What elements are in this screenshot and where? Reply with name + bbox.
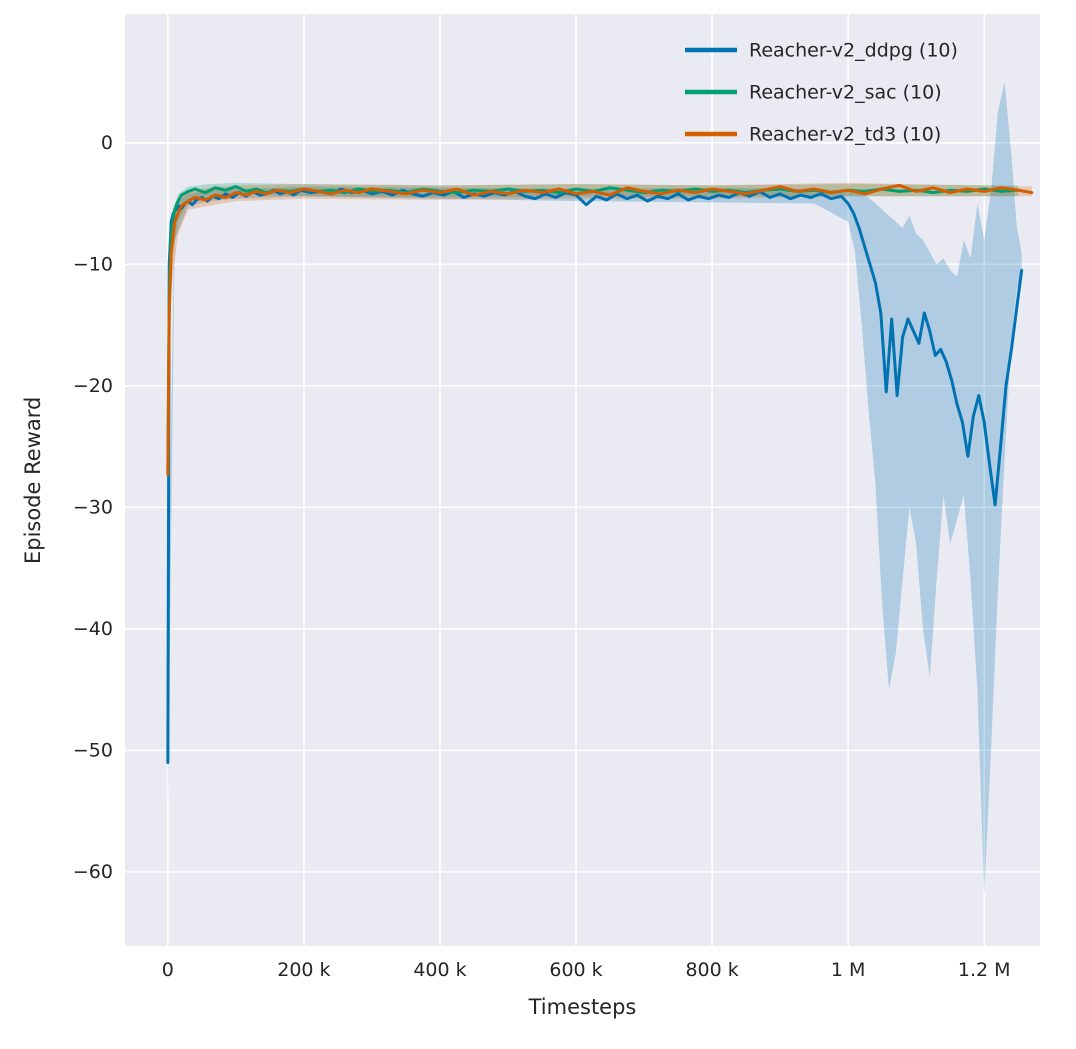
y-tick-label: −10 xyxy=(73,253,113,275)
y-axis-label: Episode Reward xyxy=(21,396,45,564)
x-tick-label: 1 M xyxy=(831,959,866,981)
legend-label-ddpg: Reacher-v2_ddpg (10) xyxy=(749,40,958,62)
plot-area xyxy=(125,14,1040,946)
x-tick-label: 0 xyxy=(162,959,174,981)
x-axis-label: Timesteps xyxy=(528,995,637,1019)
x-tick-label: 800 k xyxy=(685,959,738,981)
y-tick-label: −40 xyxy=(73,618,113,640)
y-tick-label: −30 xyxy=(73,496,113,518)
x-tick-label: 200 k xyxy=(277,959,330,981)
x-tick-label: 600 k xyxy=(549,959,602,981)
y-tick-label: −20 xyxy=(73,375,113,397)
y-tick-label: −50 xyxy=(73,739,113,761)
legend-label-sac: Reacher-v2_sac (10) xyxy=(749,82,942,104)
x-tick-label: 1.2 M xyxy=(958,959,1011,981)
series-line-td3 xyxy=(166,183,1034,477)
x-tick-label: 400 k xyxy=(413,959,466,981)
legend-label-td3: Reacher-v2_td3 (10) xyxy=(749,124,941,146)
y-tick-label: 0 xyxy=(101,132,113,154)
y-tick-label: −60 xyxy=(73,861,113,883)
